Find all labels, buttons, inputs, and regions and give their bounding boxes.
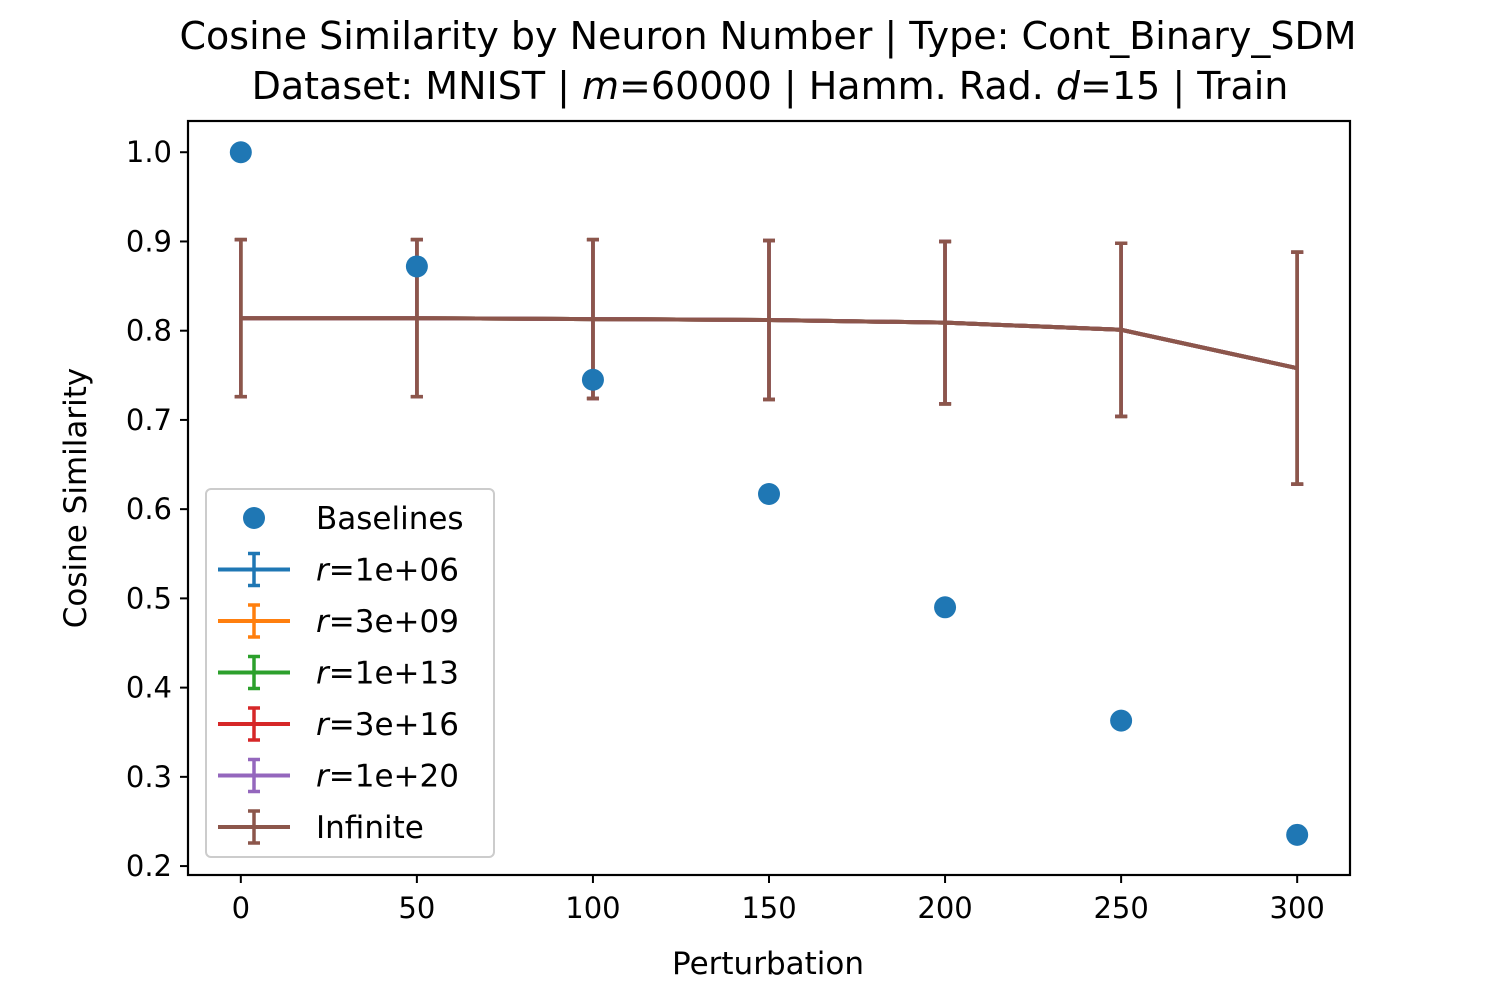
baseline-point	[1110, 709, 1133, 732]
legend-marker	[218, 706, 290, 742]
baseline-layer	[229, 141, 1309, 846]
chart-title-line1: Cosine Similarity by Neuron Number | Typ…	[179, 14, 1356, 59]
legend-entry-baselines: Baselines	[243, 501, 464, 537]
y-tick-label: 0.8	[126, 314, 172, 348]
baseline-point	[229, 141, 252, 164]
baseline-point	[405, 255, 428, 278]
x-axis-label: Perturbation	[672, 946, 864, 982]
series-5	[234, 237, 1304, 486]
legend-entry-series-5: Infinite	[218, 809, 424, 846]
legend-label: Infinite	[316, 810, 424, 846]
x-tick-label: 50	[398, 891, 435, 925]
y-axis-label: Cosine Similarity	[58, 368, 94, 629]
legend-entry-series-2: r=1e+13	[218, 654, 459, 692]
x-tick-label: 150	[741, 891, 796, 925]
title-m-value: =60000 | Hamm. Rad.	[619, 64, 1056, 109]
x-tick-label: 100	[565, 891, 620, 925]
legend-label: r=3e+16	[316, 707, 459, 743]
series-layer	[234, 237, 1304, 486]
legend-marker	[218, 654, 290, 691]
legend-label: r=3e+09	[316, 604, 459, 640]
x-tick-label: 0	[232, 891, 250, 925]
legend-entry-series-3: r=3e+16	[218, 706, 459, 743]
error-bar	[234, 237, 247, 399]
legend-label: r=1e+13	[316, 656, 459, 692]
y-tick-label: 0.5	[126, 581, 172, 615]
legend: Baselines r=1e+06 r=3e+09 r=1e+13 r=3e+16 r=1…	[205, 488, 495, 858]
title-d-symbol: d	[1056, 64, 1081, 108]
legend-marker	[218, 757, 290, 794]
title-d-value: =15 | Train	[1080, 64, 1288, 109]
baseline-point	[758, 482, 780, 505]
legend-entries: Baselines r=1e+06 r=3e+09 r=1e+13 r=3e+16 r=1…	[218, 501, 464, 846]
legend-entry-series-0: r=1e+06	[218, 551, 459, 589]
y-tick-label: 0.9	[126, 224, 172, 258]
legend-label: Baselines	[316, 501, 464, 537]
x-tick-label: 300	[1270, 891, 1325, 925]
error-bar	[763, 238, 775, 402]
legend-marker	[243, 507, 265, 529]
y-tick-label: 0.3	[126, 760, 172, 794]
title-m-symbol: m	[582, 64, 619, 108]
legend-entry-series-1: r=3e+09	[218, 603, 459, 640]
y-tick-label: 1.0	[126, 135, 172, 169]
legend-marker	[218, 809, 290, 845]
legend-entry-series-4: r=1e+20	[218, 757, 459, 795]
legend-label: r=1e+06	[316, 553, 459, 589]
legend-marker	[218, 551, 290, 588]
legend-label: r=1e+20	[316, 759, 459, 795]
baseline-point	[581, 368, 604, 391]
error-bar	[1291, 250, 1304, 486]
title-prefix: Dataset: MNIST |	[252, 64, 582, 109]
baseline-point	[1286, 823, 1309, 846]
y-tick-label: 0.7	[126, 403, 172, 437]
x-ticks: 0 50 100 150 200 250 300	[232, 875, 1325, 925]
baseline-point	[934, 596, 957, 619]
error-bar	[939, 239, 952, 406]
chart-title-line2: Dataset: MNIST | m=60000 | Hamm. Rad. d=…	[252, 64, 1289, 109]
y-tick-label: 0.6	[126, 492, 172, 526]
x-tick-label: 250	[1093, 891, 1148, 925]
legend-box	[205, 488, 495, 858]
y-ticks: 0.2 0.3 0.4 0.5 0.6 0.7 0.8 0.9 1.0	[126, 135, 188, 883]
y-tick-label: 0.4	[126, 671, 172, 705]
x-tick-label: 200	[917, 891, 972, 925]
y-tick-label: 0.2	[126, 849, 172, 883]
error-bar	[1115, 241, 1128, 419]
legend-marker	[218, 603, 290, 639]
